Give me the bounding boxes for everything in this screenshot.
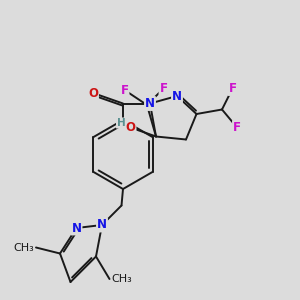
Text: CH₃: CH₃ [14, 242, 34, 253]
Text: CH₃: CH₃ [111, 274, 132, 284]
Text: N: N [172, 89, 182, 103]
Text: N: N [71, 221, 82, 235]
Text: F: F [233, 121, 241, 134]
Text: F: F [229, 82, 236, 95]
Text: O: O [88, 86, 98, 100]
Text: F: F [121, 83, 128, 97]
Text: H: H [116, 118, 125, 128]
Text: O: O [125, 121, 136, 134]
Text: F: F [160, 82, 167, 95]
Text: N: N [145, 97, 155, 110]
Text: N: N [97, 218, 107, 232]
